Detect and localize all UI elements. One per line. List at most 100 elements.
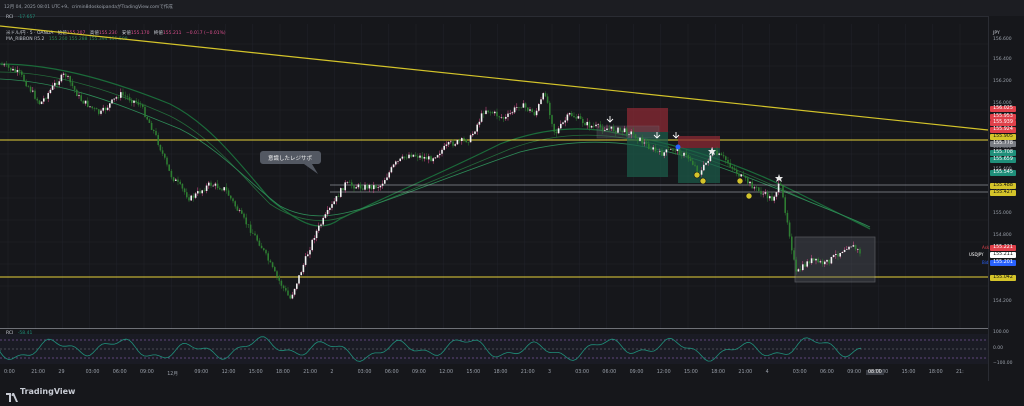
candle-body (65, 73, 67, 77)
candle-body (12, 68, 14, 71)
candle-body (164, 153, 166, 158)
time-axis[interactable]: 0:00 21:00 29 03:00 06:00 09:00 12月 09:00 12:00 1… (0, 370, 988, 380)
short-position-stop-zone-2[interactable] (678, 136, 720, 148)
time-axis-label: 15:00 (684, 370, 698, 375)
candle-body (502, 117, 505, 119)
candle-body (203, 190, 206, 191)
candle-body (725, 156, 727, 160)
price-tick-label: 156.400 (993, 57, 1012, 62)
price-tag: 155.545 (990, 170, 1016, 176)
candle-body (489, 112, 492, 113)
candle-body (333, 201, 335, 205)
candle-body (461, 138, 463, 141)
circle-marker-icon (699, 177, 707, 185)
candle-body (681, 154, 683, 156)
candle-body (786, 212, 789, 223)
price-tag: 155.427 (990, 190, 1016, 196)
candle-body (608, 128, 610, 130)
price-chart[interactable] (0, 24, 988, 329)
candle-body (177, 179, 179, 182)
candle-body (661, 150, 663, 156)
entry-marker-blue (675, 144, 681, 150)
candle-body (522, 103, 525, 108)
candle-body (546, 96, 549, 103)
candle-body (434, 157, 437, 159)
candle-body (458, 139, 461, 141)
short-position-target-zone[interactable] (627, 132, 668, 177)
candle-body (307, 254, 309, 257)
candle-body (667, 149, 670, 151)
candle-body (322, 217, 324, 225)
candlestick-series[interactable] (1, 61, 861, 300)
candle-body (626, 128, 628, 135)
candle-body (632, 131, 635, 135)
candle-body (487, 110, 489, 113)
rci-top-indicator[interactable]: RCI -17.657 (6, 15, 35, 20)
candle-body (509, 113, 511, 114)
rci-panel-legend[interactable]: RCI -58.41 (6, 331, 32, 336)
candle-body (181, 183, 184, 189)
candle-body (293, 288, 296, 295)
candle-body (674, 150, 676, 152)
candle-body (755, 187, 758, 188)
candle-body (544, 93, 547, 97)
candle-body (505, 116, 507, 119)
price-tick-label: 155.600 (993, 145, 1012, 150)
annotation-callout[interactable] (260, 151, 321, 174)
candle-body (51, 85, 54, 90)
price-axis[interactable] (988, 16, 1024, 381)
candle-body (731, 166, 734, 169)
consolidation-range-box[interactable] (794, 236, 876, 283)
candle-body (320, 224, 322, 226)
candle-body (454, 144, 456, 146)
candle-body (476, 124, 478, 132)
candle-body (34, 90, 36, 99)
callout-bubble (260, 151, 321, 174)
tradingview-logo-icon[interactable] (6, 387, 18, 406)
candle-body (56, 82, 58, 85)
panel-divider[interactable] (0, 328, 988, 329)
candle-body (678, 148, 681, 155)
candle-body (115, 97, 118, 99)
candle-body (538, 104, 540, 111)
candle-body (157, 135, 159, 145)
candle-body (399, 158, 401, 162)
ma-ribbon-legend[interactable]: MA_RIBBON R5.2 155.260 155.288 155.394 1… (6, 37, 128, 42)
time-axis-label: 21:00 (520, 370, 535, 375)
candle-body (106, 107, 109, 111)
rci-top-label: RCI (6, 15, 14, 20)
candle-body (205, 185, 208, 191)
candle-body (324, 214, 327, 218)
candle-body (436, 155, 439, 158)
candle-body (98, 109, 100, 114)
candle-body (480, 113, 483, 122)
candle-body (249, 224, 252, 233)
time-axis-label: 18:00 (711, 370, 726, 375)
candle-body (588, 121, 591, 128)
symbol-name: 米ドル/円 · 5 · OANDA (6, 31, 54, 36)
candle-body (447, 142, 450, 145)
time-axis-label: 15:00 (466, 370, 481, 375)
short-position-stop-zone[interactable] (627, 108, 668, 132)
candle-body (720, 153, 723, 156)
candle-body (168, 164, 170, 171)
rci-chart[interactable] (0, 330, 988, 370)
candle-body (364, 184, 366, 190)
candle-body (835, 254, 837, 256)
candle-body (857, 249, 859, 250)
candle-body (854, 245, 857, 250)
candle-body (340, 188, 342, 197)
candle-body (474, 131, 476, 134)
candle-body (144, 106, 146, 117)
candle-body (414, 154, 417, 157)
candle-body (71, 82, 74, 87)
candle-body (346, 182, 349, 183)
candle-body (287, 290, 289, 296)
candle-body (408, 154, 410, 159)
candle-body (45, 98, 47, 100)
candle-body (491, 112, 494, 114)
range-box-left[interactable] (596, 125, 660, 139)
candle-body (432, 158, 434, 162)
candle-body (672, 149, 674, 151)
descending-trendline[interactable] (0, 25, 988, 131)
